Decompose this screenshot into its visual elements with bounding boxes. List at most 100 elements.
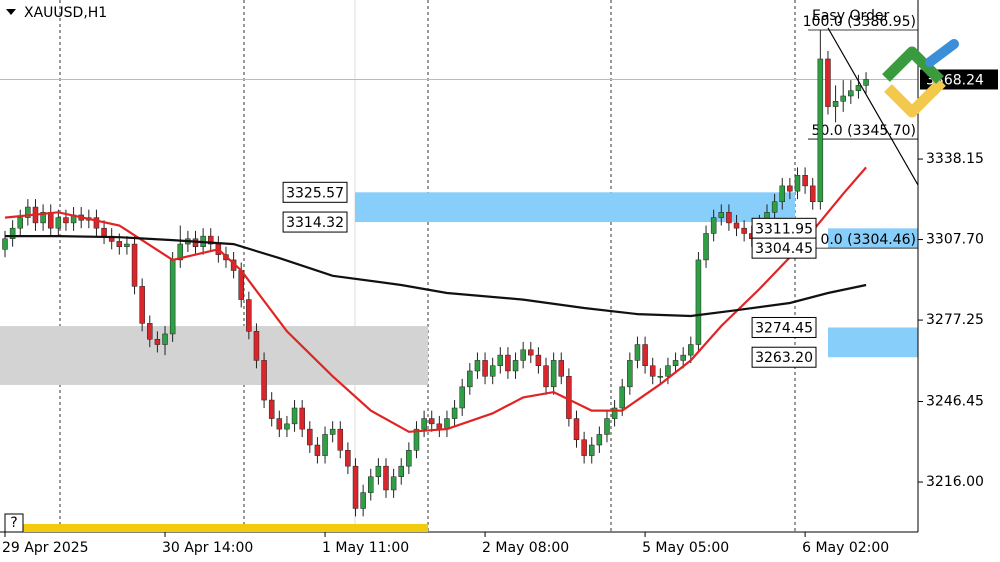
candle-body xyxy=(733,222,740,229)
zone-label-box xyxy=(751,316,817,338)
candle-body xyxy=(25,206,31,218)
moving-average xyxy=(4,166,867,433)
candle-body xyxy=(695,259,702,345)
zone-label-box xyxy=(282,211,348,233)
fib-label: 100.0 (3386.95) xyxy=(803,14,916,30)
candle-body xyxy=(162,333,168,345)
annotation: Easy Order xyxy=(812,8,889,24)
candle-body xyxy=(9,227,16,240)
candle-body xyxy=(855,85,862,91)
candle-body xyxy=(17,217,23,229)
moving-average xyxy=(5,235,867,318)
candle-body xyxy=(703,233,709,261)
candle-body xyxy=(802,175,808,187)
candle-body xyxy=(139,286,145,324)
candle-body xyxy=(383,465,389,491)
candle-body xyxy=(848,90,854,97)
candle-body xyxy=(794,175,801,192)
candle-body xyxy=(116,241,123,247)
zone-label: 3263.20 xyxy=(755,350,813,366)
candle-body xyxy=(390,476,397,491)
candle-body xyxy=(718,212,725,218)
menu-arrow[interactable] xyxy=(6,9,16,15)
x-tick-label: 5 May 05:00 xyxy=(642,540,729,556)
candle-body xyxy=(779,185,785,202)
candle-body xyxy=(124,243,130,247)
candle-body xyxy=(345,450,351,467)
fib-label: 0.0 (3304.46) xyxy=(820,232,916,248)
help-box[interactable] xyxy=(4,513,24,533)
candle-body xyxy=(451,407,458,419)
candle-body xyxy=(436,423,443,430)
candle-body xyxy=(428,418,435,425)
candle-body xyxy=(459,386,465,409)
x-tick-label: 30 Apr 14:00 xyxy=(162,540,253,556)
candle-body xyxy=(741,227,747,234)
candle-body xyxy=(825,58,831,107)
candle-body xyxy=(406,450,412,467)
candle-body xyxy=(680,354,686,361)
candle-body xyxy=(520,349,526,361)
candle-body xyxy=(253,331,260,361)
candle-body xyxy=(588,444,595,456)
candle-body xyxy=(863,79,869,86)
candle-body xyxy=(657,376,664,378)
candle-body xyxy=(543,365,549,388)
candle-body xyxy=(535,354,542,366)
candle-body xyxy=(207,235,214,245)
zone-label: 3314.32 xyxy=(286,215,344,231)
candle-body xyxy=(505,354,511,372)
candle-body xyxy=(337,428,344,451)
candle-body xyxy=(550,360,557,388)
candle-body xyxy=(627,360,633,388)
candle-body xyxy=(40,212,46,224)
zone-label: 3325.57 xyxy=(286,185,344,201)
candle-body xyxy=(512,360,519,372)
y-tick-label: 3216.00 xyxy=(926,474,984,490)
trend-line xyxy=(827,27,919,186)
candle-body xyxy=(581,439,587,456)
zone-label-box xyxy=(282,181,348,203)
candle-body xyxy=(642,344,648,366)
help-label[interactable]: ? xyxy=(10,515,17,531)
chart-title: XAUUSD,H1 xyxy=(24,5,107,21)
candle-body xyxy=(771,201,778,213)
candle-body xyxy=(489,365,496,377)
candle-body xyxy=(93,217,100,229)
candle-body xyxy=(101,227,107,237)
candle-body xyxy=(467,370,473,388)
candle-body xyxy=(368,476,374,493)
candle-body xyxy=(817,58,824,202)
candle-body xyxy=(284,423,290,430)
candle-body xyxy=(604,418,610,435)
candle-body xyxy=(291,407,298,425)
candle-body xyxy=(238,270,244,300)
y-tick-label: 3246.45 xyxy=(926,394,984,410)
x-tick-label: 1 May 11:00 xyxy=(322,540,409,556)
candle-body xyxy=(169,259,176,335)
candle-body xyxy=(413,428,420,451)
candle-body xyxy=(322,434,328,456)
candle-body xyxy=(47,212,54,229)
candle-body xyxy=(474,360,481,372)
candle-body xyxy=(63,217,69,224)
candle-body xyxy=(276,418,283,430)
candle-body xyxy=(809,185,816,202)
candle-body xyxy=(558,360,565,377)
candle-body xyxy=(619,386,625,409)
y-tick-label: 3338.15 xyxy=(926,151,984,167)
candle-body xyxy=(649,365,656,377)
candle-body xyxy=(482,360,488,377)
candle-body xyxy=(55,217,62,229)
candle-body xyxy=(710,217,717,234)
candle-body xyxy=(573,418,580,440)
candle-body xyxy=(154,338,161,345)
candle-body xyxy=(497,354,504,366)
zone-label-box xyxy=(751,346,817,368)
x-tick-label: 6 May 02:00 xyxy=(802,540,889,556)
candle-body xyxy=(528,349,534,356)
candle-body xyxy=(375,465,382,477)
candle-body xyxy=(307,428,313,446)
candle-body xyxy=(566,376,572,419)
